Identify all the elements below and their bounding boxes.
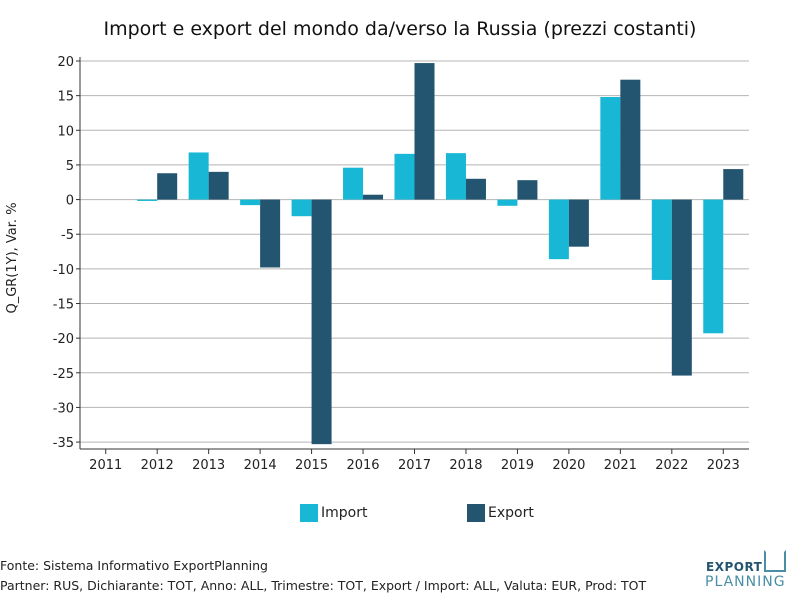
legend-label-import: Import <box>321 505 368 521</box>
x-tick-label: 2017 <box>398 458 431 473</box>
x-tick-label: 2015 <box>295 458 328 473</box>
y-tick-label: 10 <box>57 124 74 139</box>
y-tick-label: -5 <box>61 228 74 243</box>
bar-export-2022 <box>671 199 692 376</box>
logo-square-icon <box>764 550 786 572</box>
bar-export-2015 <box>311 199 332 445</box>
bar-import-2021 <box>600 97 621 200</box>
legend-item-import: Import <box>300 504 367 522</box>
bar-export-2016 <box>363 194 384 200</box>
y-tick-label: -25 <box>53 367 74 382</box>
bar-export-2023 <box>723 169 744 200</box>
y-tick-label: -30 <box>53 401 74 416</box>
legend-swatch-export <box>467 504 485 522</box>
x-tick-label: 2021 <box>604 458 637 473</box>
y-tick-label: -15 <box>53 298 74 313</box>
x-tick-label: 2023 <box>707 458 740 473</box>
y-tick-label: -35 <box>53 436 74 451</box>
x-tick-label: 2020 <box>552 458 585 473</box>
bar-export-2014 <box>260 199 281 268</box>
x-tick-label: 2014 <box>244 458 277 473</box>
bar-import-2015 <box>291 199 312 217</box>
x-tick-label: 2022 <box>655 458 688 473</box>
footer-source: Fonte: Sistema Informativo ExportPlannin… <box>0 558 268 573</box>
y-tick-label: 20 <box>57 55 74 70</box>
legend-item-export: Export <box>467 504 534 522</box>
bar-import-2018 <box>445 153 466 200</box>
bar-export-2013 <box>208 171 229 200</box>
bar-import-2012 <box>137 199 158 201</box>
bar-import-2019 <box>497 199 518 206</box>
chart-title: Import e export del mondo da/verso la Ru… <box>103 18 697 40</box>
legend-swatch-import <box>300 504 318 522</box>
y-tick-label: 0 <box>66 194 74 209</box>
x-tick-label: 2012 <box>141 458 174 473</box>
y-tick-label: 15 <box>57 90 74 105</box>
x-tick-label: 2016 <box>346 458 379 473</box>
bar-import-2017 <box>394 153 415 200</box>
y-axis-label: Q_GR(1Y), Var. % <box>5 202 20 313</box>
bar-export-2017 <box>414 63 435 200</box>
bar-export-2018 <box>465 178 486 200</box>
bar-import-2022 <box>651 199 672 280</box>
y-tick-label: 5 <box>66 159 74 174</box>
bar-import-2020 <box>548 199 569 260</box>
bar-export-2019 <box>517 180 538 200</box>
footer-details: Partner: RUS, Dichiarante: TOT, Anno: AL… <box>0 578 647 593</box>
bar-import-2016 <box>343 167 364 200</box>
bar-export-2020 <box>568 199 589 247</box>
x-tick-label: 2013 <box>192 458 225 473</box>
bar-import-2014 <box>240 199 261 206</box>
logo-text-planning: PLANNING <box>705 574 786 590</box>
bar-import-2023 <box>703 199 724 334</box>
x-tick-label: 2011 <box>89 458 122 473</box>
bar-import-2013 <box>188 152 209 200</box>
bar-export-2021 <box>620 79 641 200</box>
legend-label-export: Export <box>488 505 534 521</box>
bar-export-2012 <box>157 173 178 200</box>
y-tick-label: -20 <box>53 332 74 347</box>
x-tick-label: 2019 <box>501 458 534 473</box>
y-tick-label: -10 <box>53 263 74 278</box>
exportplanning-logo: EXPORT PLANNING <box>704 546 796 592</box>
x-tick-label: 2018 <box>449 458 482 473</box>
logo-text-export: EXPORT <box>706 560 763 574</box>
